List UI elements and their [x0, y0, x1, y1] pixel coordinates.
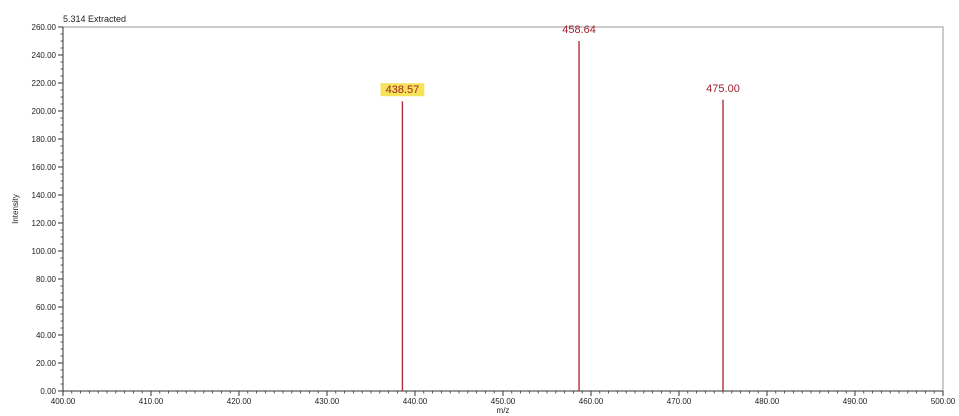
peak-label: 438.57	[386, 84, 420, 96]
x-axis-label: m/z	[497, 406, 510, 415]
y-tick-label: 80.00	[36, 275, 57, 284]
peak-label-highlight	[380, 83, 425, 97]
y-tick-label: 260.00	[32, 23, 57, 32]
x-tick-label: 410.00	[139, 397, 164, 406]
x-tick-label: 440.00	[403, 397, 428, 406]
x-tick-label: 420.00	[227, 397, 252, 406]
x-tick-label: 450.00	[491, 397, 516, 406]
y-tick-label: 140.00	[32, 191, 57, 200]
y-tick-label: 160.00	[32, 163, 57, 172]
x-tick-label: 460.00	[579, 397, 604, 406]
x-tick-label: 400.00	[51, 397, 76, 406]
y-tick-label: 180.00	[32, 135, 57, 144]
x-tick-label: 500.00	[931, 397, 956, 406]
peak-label: 458.64	[562, 24, 596, 36]
x-tick-label: 470.00	[667, 397, 692, 406]
y-tick-label: 220.00	[32, 79, 57, 88]
y-axis-label: Intensity	[11, 194, 20, 224]
peak-label: 475.00	[706, 83, 740, 95]
y-tick-label: 0.00	[40, 387, 56, 396]
y-tick-label: 240.00	[32, 51, 57, 60]
y-tick-label: 40.00	[36, 331, 57, 340]
chart-title: 5.314 Extracted	[63, 14, 127, 24]
y-tick-label: 120.00	[32, 219, 57, 228]
x-tick-label: 480.00	[755, 397, 780, 406]
x-tick-label: 430.00	[315, 397, 340, 406]
y-tick-label: 20.00	[36, 359, 57, 368]
plot-frame	[62, 26, 944, 392]
y-tick-label: 60.00	[36, 303, 57, 312]
x-tick-label: 490.00	[843, 397, 868, 406]
y-tick-label: 200.00	[32, 107, 57, 116]
y-tick-label: 100.00	[32, 247, 57, 256]
